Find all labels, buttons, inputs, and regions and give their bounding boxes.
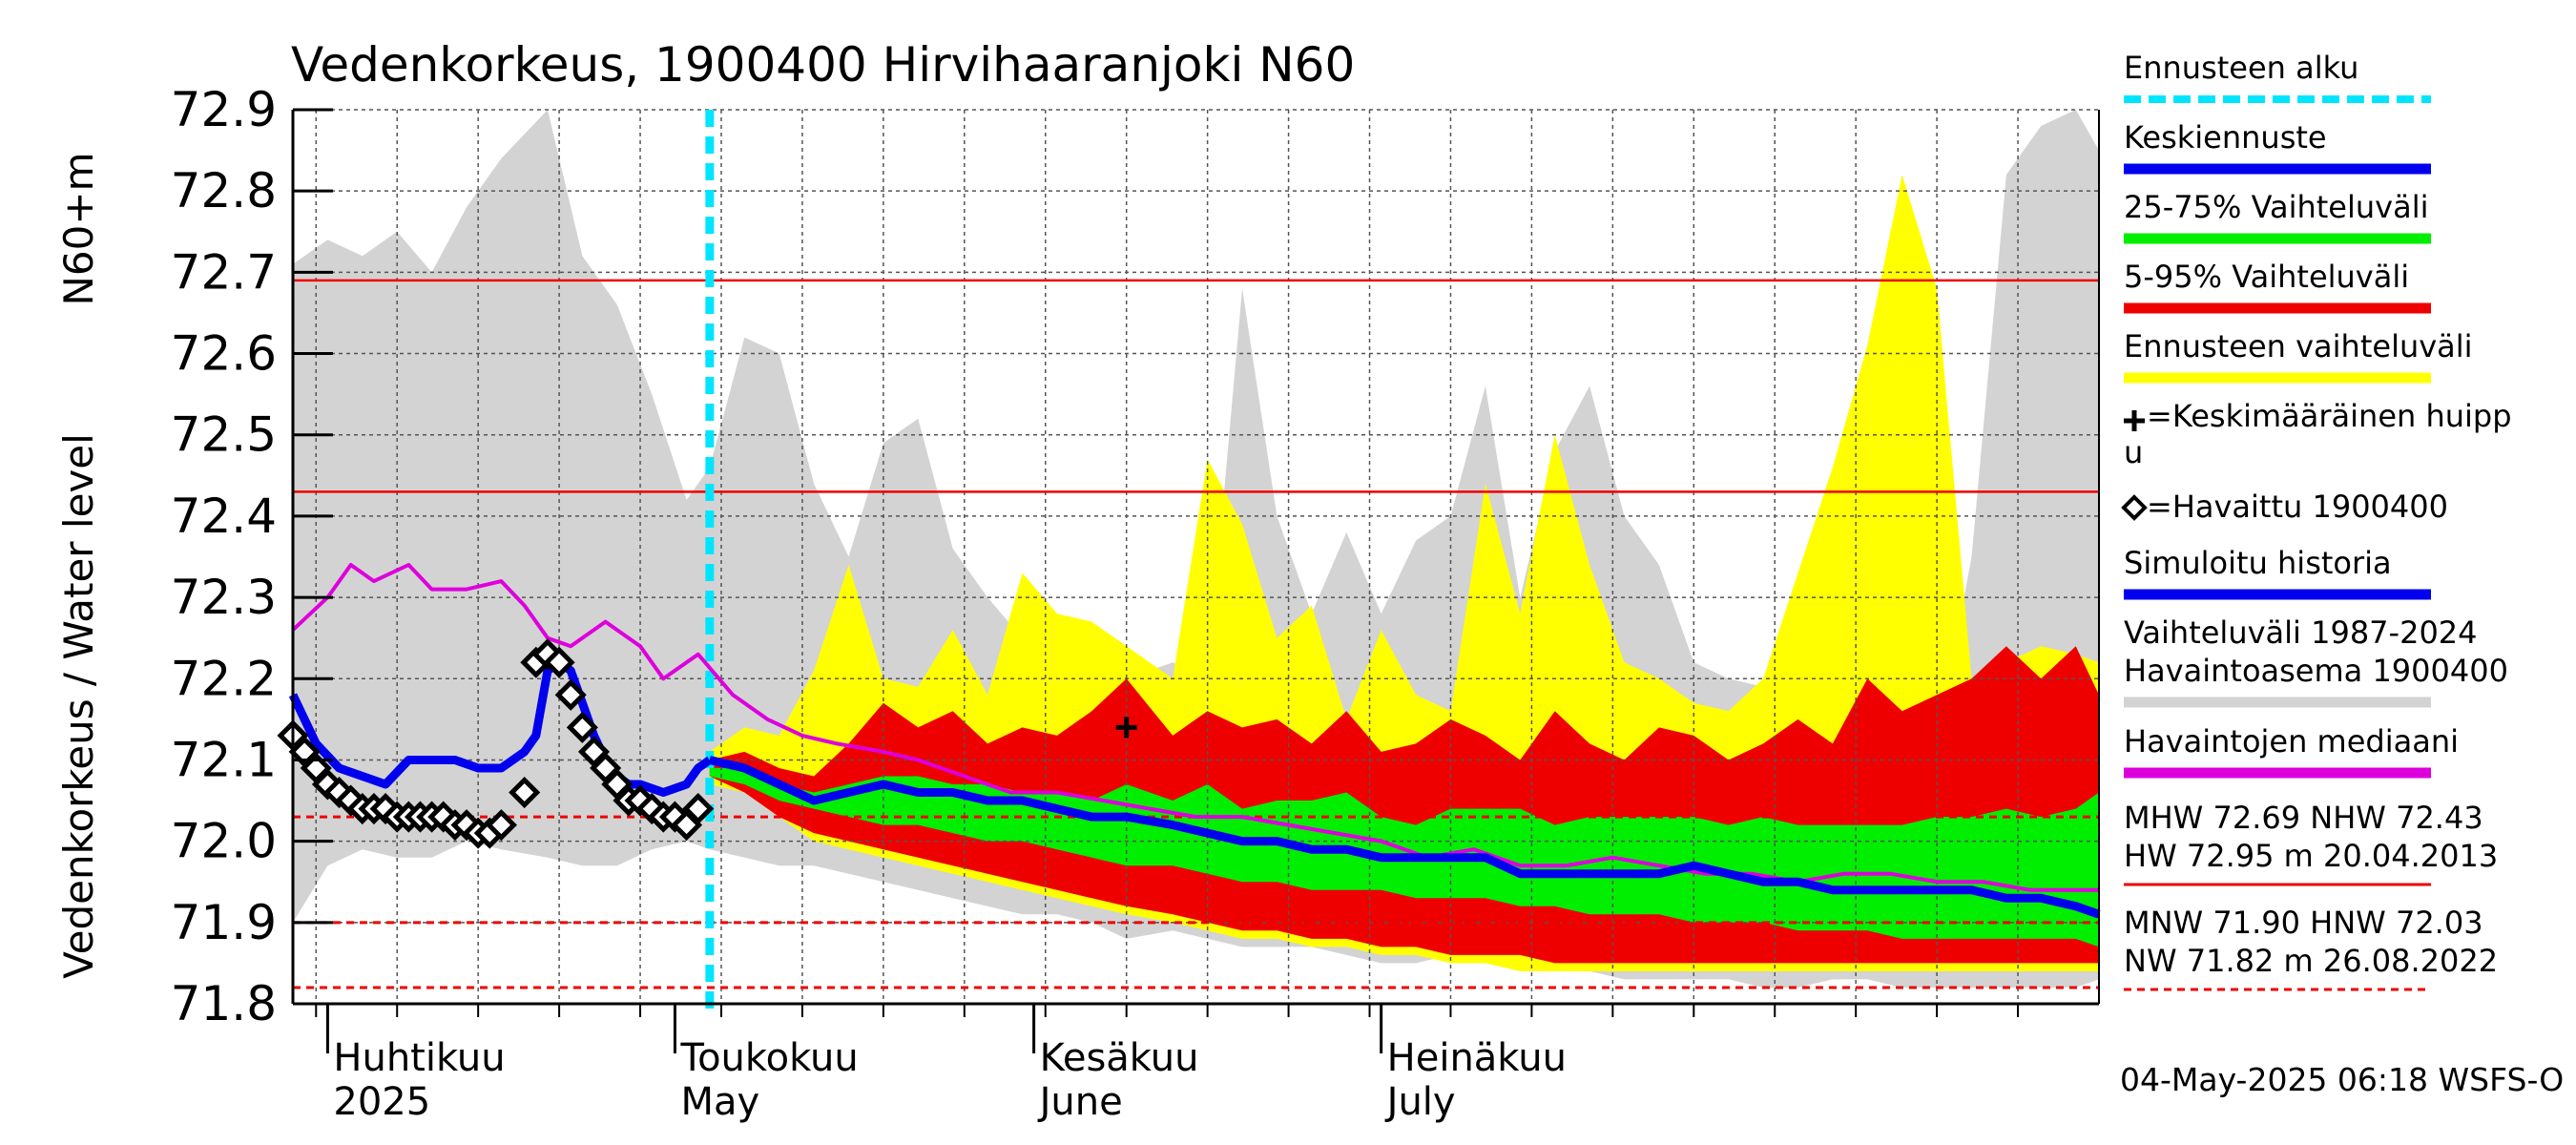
observed-point: [543, 646, 575, 678]
legend-label: Ennusteen vaihteluväli: [2124, 328, 2473, 364]
observed-point: [566, 711, 598, 743]
stats-line: MHW 72.69 NHW 72.43: [2124, 800, 2483, 836]
y-tick-label: 72.3: [171, 570, 277, 625]
chart-title: Vedenkorkeus, 1900400 Hirvihaaranjoki N6…: [291, 37, 1355, 93]
y-axis-unit: N60+m: [55, 153, 102, 306]
axes: 72.9 72.8 72.7 72.6 72.5 72.4 72.3 72.2 72.1 72.0…: [171, 82, 2100, 1124]
legend-label: Havaintojen mediaani: [2124, 723, 2459, 760]
legend-label-cont: Havaintoasema 1900400: [2124, 653, 2508, 689]
stats-line: NW 71.82 m 26.08.2022: [2124, 943, 2498, 979]
stats-line: MNW 71.90 HNW 72.03: [2124, 905, 2483, 941]
x-month-label: Huhtikuu: [333, 1036, 505, 1080]
legend-label-cont: u: [2124, 434, 2143, 470]
legend-label: Keskiennuste: [2124, 119, 2327, 156]
legend: Ennusteen alku Keskiennuste 25-75% Vaihtel…: [2121, 50, 2512, 779]
timestamp: 04-May-2025 06:18 WSFS-O: [2120, 1061, 2564, 1098]
x-month-label-en: July: [1384, 1080, 1456, 1124]
observed-point: [554, 678, 587, 711]
y-tick-label: 72.0: [171, 814, 277, 869]
mean-forecast-line: [708, 756, 2101, 919]
y-tick-label: 72.4: [171, 489, 277, 544]
legend-label: 25-75% Vaihteluväli: [2124, 189, 2428, 225]
y-axis-label: Vedenkorkeus / Water level: [55, 433, 102, 979]
y-tick-label: 72.1: [171, 732, 277, 787]
mean-peak-marker: [1115, 717, 1137, 739]
observed-markers: [277, 638, 1137, 849]
y-tick-label: 71.9: [171, 895, 277, 950]
y-tick-label: 72.7: [171, 244, 277, 300]
y-tick-label: 72.5: [171, 407, 277, 463]
y-tick-label: 71.8: [171, 976, 277, 1031]
legend-plus-icon: [2124, 410, 2145, 431]
reference-lines: [293, 110, 2099, 1011]
legend-label: Simuloitu historia: [2124, 545, 2392, 581]
variation-bands: [293, 110, 2099, 988]
simulated-history-line: [288, 657, 713, 797]
median-line: [291, 563, 2099, 892]
legend-label: Vaihteluväli 1987-2024: [2124, 614, 2478, 651]
x-month-label: Heinäkuu: [1387, 1036, 1567, 1080]
x-month-label-en: June: [1037, 1080, 1123, 1124]
x-month-label: Toukokuu: [679, 1036, 858, 1080]
y-tick-label: 72.2: [171, 651, 277, 706]
y-tick-label: 72.8: [171, 163, 277, 219]
x-month-label: Kesäkuu: [1040, 1036, 1199, 1080]
legend-label: =Keskimääräinen huipp: [2147, 398, 2512, 434]
observed-point: [485, 809, 517, 842]
stats-line: HW 72.95 m 20.04.2013: [2124, 838, 2498, 874]
legend-label: 5-95% Vaihteluväli: [2124, 259, 2409, 295]
x-month-label-en: 2025: [333, 1080, 430, 1124]
observed-point: [682, 793, 715, 825]
y-tick-label: 72.9: [171, 82, 277, 137]
legend-diamond-icon: [2121, 494, 2148, 521]
x-month-label-en: May: [680, 1080, 759, 1124]
legend-label: =Havaittu 1900400: [2147, 489, 2448, 525]
legend-label: Ennusteen alku: [2124, 50, 2358, 86]
series-lines: [288, 563, 2101, 919]
y-tick-label: 72.6: [171, 326, 277, 382]
observed-point: [509, 776, 541, 809]
